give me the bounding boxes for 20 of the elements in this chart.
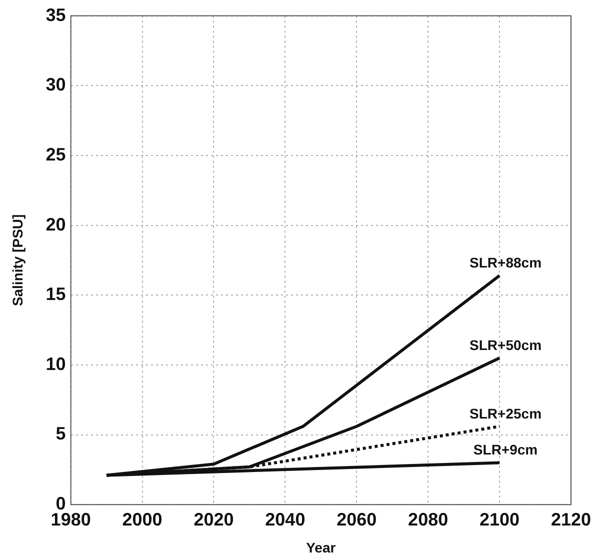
y-tick-label: 30: [46, 74, 66, 95]
y-tick-label: 5: [56, 424, 66, 444]
series-label: SLR+25cm: [470, 405, 542, 422]
x-tick-label: 2120: [550, 509, 591, 530]
x-tick-label: 2060: [336, 509, 377, 530]
y-axis-title: Salinity [PSU]: [9, 214, 26, 306]
y-tick-label: 10: [46, 354, 66, 374]
y-tick-label: 15: [46, 284, 66, 304]
x-tick-label: 2040: [265, 509, 306, 530]
x-axis-title: Year: [306, 539, 336, 556]
series-label: SLR+88cm: [470, 254, 542, 270]
y-tick-label: 25: [46, 144, 66, 164]
y-tick-label: 20: [46, 214, 66, 234]
x-tick-label: 2000: [122, 509, 162, 530]
y-tick-label: 35: [46, 4, 66, 25]
x-tick-label: 2080: [408, 509, 448, 530]
series-label: SLR+9cm: [473, 442, 538, 458]
x-tick-label: 2020: [194, 509, 234, 530]
x-tick-label: 2100: [480, 509, 520, 530]
series-label: SLR+50cm: [470, 336, 542, 353]
